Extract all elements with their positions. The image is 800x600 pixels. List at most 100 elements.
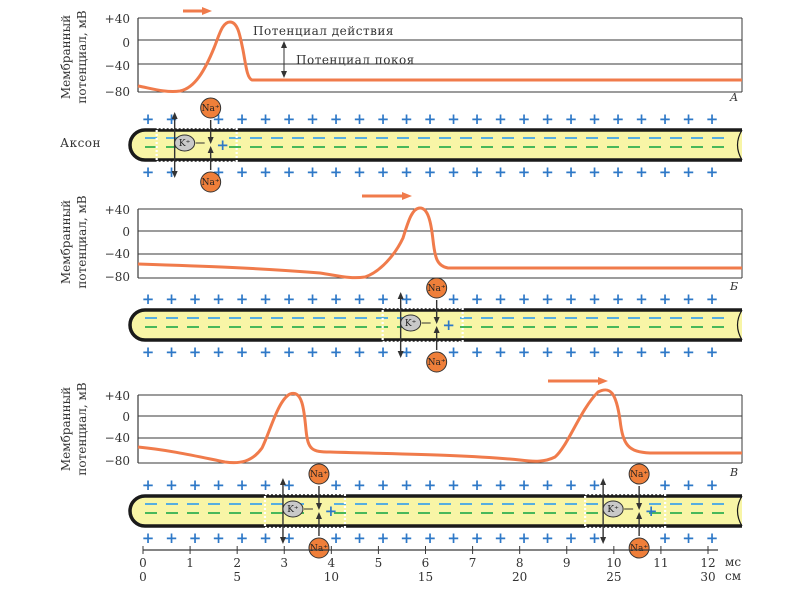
plus-charge: + <box>283 476 296 494</box>
k-ion <box>174 134 196 152</box>
na-ion-label: Na⁺ <box>428 358 446 368</box>
depolarized-zone <box>263 492 347 530</box>
plus-charge: + <box>588 110 601 128</box>
panel-a: Мембранный потенциал, мВ +40 0 −40 −80 П… <box>59 7 743 150</box>
y-tick-label: 0 <box>122 36 130 50</box>
plus-charge: + <box>471 110 484 128</box>
plus-charge: + <box>659 290 672 308</box>
arrow-head-down <box>397 351 404 358</box>
plus-charge: + <box>377 343 390 361</box>
cm-tick-label: 10 <box>324 570 339 584</box>
plus-charge: + <box>259 290 272 308</box>
plus-charge: + <box>682 290 695 308</box>
panel-letter-b: Б <box>729 280 738 293</box>
plus-charge: + <box>442 316 455 334</box>
plus-charge: + <box>424 163 437 181</box>
ion-channel-site: K⁺Na⁺Na⁺+ <box>381 277 464 373</box>
plus-charge: + <box>259 163 272 181</box>
na-ion <box>308 537 330 559</box>
plus-charge: + <box>706 476 719 494</box>
plus-charge: + <box>471 343 484 361</box>
y-tick-label: −80 <box>105 454 130 468</box>
arrow-head-down <box>281 71 287 78</box>
k-ion <box>282 500 304 518</box>
cm-tick-label: 25 <box>606 570 621 584</box>
plus-charge: + <box>325 502 338 520</box>
plus-charge: + <box>142 163 155 181</box>
plus-charge: + <box>588 163 601 181</box>
cm-tick-label: 15 <box>418 570 433 584</box>
y-tick-label: +40 <box>105 203 130 217</box>
plus-charge: + <box>471 163 484 181</box>
y-tick-label: +40 <box>105 389 130 403</box>
axon-1: + + + + + + + + + + + + + + + + + + + + + + + + + + + + + + + + + + + + + + + +… <box>128 97 743 193</box>
plus-charge: + <box>494 110 507 128</box>
plus-charge: + <box>236 343 249 361</box>
plus-charge: + <box>659 476 672 494</box>
plus-charge: + <box>236 529 249 547</box>
plus-charge: + <box>541 163 554 181</box>
y-tick-label: 0 <box>122 225 130 239</box>
plus-charge: + <box>494 476 507 494</box>
plus-charge: + <box>518 163 531 181</box>
ion-channel-site: K⁺Na⁺Na⁺+ <box>263 463 347 559</box>
plus-charge: + <box>400 290 413 308</box>
ms-tick-label: 4 <box>328 556 336 570</box>
plus-charge: + <box>189 343 202 361</box>
plus-charge: + <box>645 502 658 520</box>
cm-tick-label: 5 <box>233 570 241 584</box>
plus-charge: + <box>212 476 225 494</box>
plus-charge: + <box>259 476 272 494</box>
ms-ticks: 0 1 2 3 4 5 6 7 8 9 10 11 12 <box>139 546 716 570</box>
plus-charge: + <box>400 110 413 128</box>
y-axis-label-line2: потенциал, мВ <box>75 10 89 103</box>
plus-charge: + <box>471 290 484 308</box>
y-tick-label: −80 <box>105 85 130 99</box>
axon-cut-end <box>736 129 743 161</box>
plus-charge: + <box>706 290 719 308</box>
plus-charge: + <box>236 290 249 308</box>
x-axis: 0 1 2 3 4 5 6 7 8 9 10 11 12 мс 0 5 10 15 20 25 30 см <box>139 546 741 584</box>
plus-charge: + <box>588 476 601 494</box>
arrow-head-up <box>279 478 286 485</box>
plus-charge: + <box>377 110 390 128</box>
plus-charge: + <box>142 110 155 128</box>
plus-charge: + <box>424 110 437 128</box>
y-tick-label: −80 <box>105 270 130 284</box>
y-axis-label-line1: Мембранный <box>59 387 73 471</box>
ms-tick-label: 0 <box>139 556 147 570</box>
plus-charge: + <box>283 343 296 361</box>
plus-charge: + <box>353 110 366 128</box>
plus-charge: + <box>259 343 272 361</box>
plus-charge: + <box>588 529 601 547</box>
depolarized-zone <box>155 126 238 164</box>
plus-charge: + <box>330 110 343 128</box>
na-ion <box>426 351 448 373</box>
plus-charge: + <box>236 163 249 181</box>
plus-charge: + <box>612 290 625 308</box>
plus-charge: + <box>447 110 460 128</box>
plus-charge: + <box>377 290 390 308</box>
y-axis-label-line2: потенциал, мВ <box>75 382 89 475</box>
plus-charge: + <box>635 290 648 308</box>
y-tick-label: −40 <box>105 431 130 445</box>
plus-charge: + <box>706 163 719 181</box>
na-ion-label: Na⁺ <box>202 178 220 188</box>
na-ion <box>426 277 448 299</box>
plus-charge: + <box>541 110 554 128</box>
plus-charge: + <box>189 529 202 547</box>
plus-charge: + <box>142 529 155 547</box>
ms-tick-label: 11 <box>653 556 668 570</box>
depolarized-zone <box>381 306 464 344</box>
k-ion-label: K⁺ <box>179 139 191 149</box>
axon-2: + + + + + + + + + + + + + + + + + + + + + + + + + + + + + + + + + + + + + + + +… <box>128 277 743 373</box>
plus-charge: + <box>659 163 672 181</box>
k-ion-label: K⁺ <box>607 505 619 515</box>
arrow-head-up <box>600 478 607 485</box>
plus-charge: + <box>706 343 719 361</box>
na-ion <box>628 537 650 559</box>
plus-charge: + <box>565 110 578 128</box>
cm-ticks: 0 5 10 15 20 25 30 <box>139 570 715 584</box>
plus-charge: + <box>447 476 460 494</box>
potential-trace-b <box>137 206 742 280</box>
